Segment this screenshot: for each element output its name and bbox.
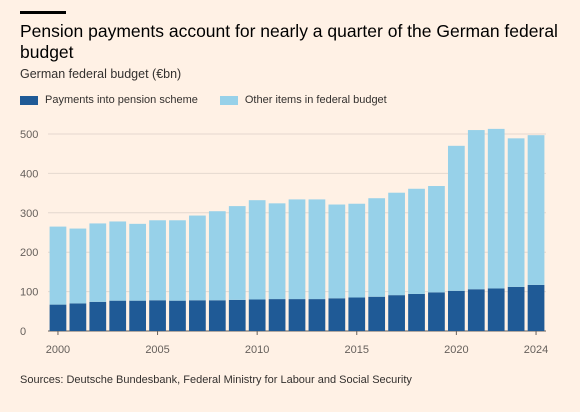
legend-label-other: Other items in federal budget <box>244 94 387 106</box>
bar-other-2009 <box>228 206 246 300</box>
bar-other-2021 <box>467 130 485 290</box>
bar-pension-2005 <box>149 300 166 331</box>
y-tick-label-200: 200 <box>20 247 38 259</box>
y-tick-label-100: 100 <box>20 287 38 299</box>
bar-pension-2024 <box>527 284 545 331</box>
chart-legend: Payments into pension scheme Other items… <box>20 94 409 106</box>
y-tick-label-500: 500 <box>20 129 38 141</box>
bar-other-2024 <box>527 135 545 285</box>
y-tick-label-400: 400 <box>20 168 38 180</box>
header-accent-bar <box>20 11 66 14</box>
bar-other-2004 <box>129 223 147 301</box>
bar-pension-2018 <box>408 293 425 331</box>
bar-other-2013 <box>308 199 326 300</box>
bar-pension-2001 <box>69 303 87 331</box>
chart-title: Pension payments account for nearly a qu… <box>20 21 558 62</box>
x-tick-label-2005: 2005 <box>145 344 169 356</box>
x-tick-label-2010: 2010 <box>245 344 269 356</box>
bar-other-2017 <box>388 192 405 296</box>
bar-pension-2004 <box>129 300 147 331</box>
bar-pension-2007 <box>189 300 206 331</box>
bar-other-2003 <box>109 221 127 301</box>
bar-other-2016 <box>368 198 386 297</box>
legend-item-other: Other items in federal budget <box>219 94 387 106</box>
bar-pension-2000 <box>49 304 67 331</box>
bar-pension-2013 <box>308 299 326 331</box>
bar-other-2012 <box>288 199 306 300</box>
bar-other-2014 <box>328 204 346 299</box>
source-note: Sources: Deutsche Bundesbank, Federal Mi… <box>20 374 412 386</box>
chart-subtitle: German federal budget (€bn) <box>20 67 182 81</box>
bar-other-2007 <box>189 215 206 301</box>
bar-pension-2012 <box>288 299 306 331</box>
bar-other-2022 <box>487 128 505 289</box>
y-tick-label-0: 0 <box>20 326 26 338</box>
bar-pension-2006 <box>169 300 186 331</box>
bar-pension-2022 <box>487 288 505 331</box>
x-tick-label-2020: 2020 <box>444 344 468 356</box>
bar-other-2000 <box>49 226 67 305</box>
bar-pension-2015 <box>348 297 366 331</box>
legend-swatch-pension <box>20 95 38 105</box>
bar-other-2006 <box>169 220 186 301</box>
bar-pension-2021 <box>467 289 485 331</box>
legend-swatch-other <box>219 95 238 105</box>
bar-pension-2009 <box>228 299 246 331</box>
bar-pension-2017 <box>388 295 405 331</box>
bar-pension-2002 <box>89 301 107 331</box>
bar-pension-2019 <box>428 292 445 331</box>
bar-pension-2010 <box>248 299 266 331</box>
bar-other-2011 <box>268 203 286 300</box>
bar-other-2005 <box>149 220 166 301</box>
x-tick-label-2024: 2024 <box>524 344 548 356</box>
bar-pension-2023 <box>507 286 525 331</box>
bar-other-2015 <box>348 203 366 298</box>
bar-pension-2011 <box>268 299 286 331</box>
bar-other-2019 <box>428 186 445 293</box>
bar-other-2002 <box>89 223 107 302</box>
y-tick-label-300: 300 <box>20 208 38 220</box>
bar-other-2020 <box>447 145 465 291</box>
legend-item-pension: Payments into pension scheme <box>20 94 198 106</box>
x-tick-label-2000: 2000 <box>46 344 70 356</box>
bar-other-2010 <box>248 200 266 300</box>
bar-pension-2003 <box>109 300 127 331</box>
bar-other-2018 <box>408 188 425 294</box>
bar-other-2001 <box>69 228 87 304</box>
bar-pension-2014 <box>328 298 346 331</box>
bar-other-2023 <box>507 138 525 287</box>
legend-label-pension: Payments into pension scheme <box>45 94 198 106</box>
bar-pension-2008 <box>208 300 226 331</box>
bar-pension-2016 <box>368 296 386 331</box>
bar-pension-2020 <box>447 290 465 331</box>
bar-other-2008 <box>208 211 226 301</box>
x-tick-label-2015: 2015 <box>345 344 369 356</box>
